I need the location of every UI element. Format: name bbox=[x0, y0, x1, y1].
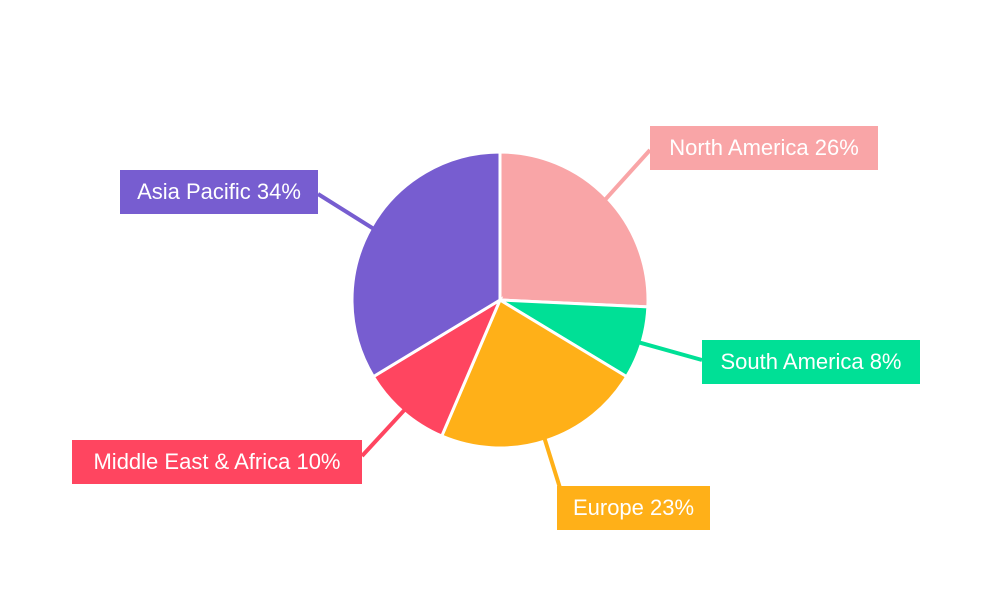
label-box bbox=[72, 440, 362, 484]
leader-line bbox=[639, 340, 703, 362]
label-box bbox=[557, 486, 710, 530]
leader-line bbox=[360, 408, 406, 458]
data-label: South America 8% bbox=[721, 349, 902, 374]
label-box bbox=[120, 170, 318, 214]
label-box bbox=[650, 126, 878, 170]
data-label: Asia Pacific 34% bbox=[137, 179, 301, 204]
leader-line bbox=[604, 148, 652, 201]
leader-line bbox=[316, 192, 374, 231]
leader-line bbox=[542, 438, 562, 489]
data-label: Europe 23% bbox=[573, 495, 694, 520]
data-label: North America 26% bbox=[669, 135, 859, 160]
label-box bbox=[702, 340, 920, 384]
data-label: Middle East & Africa 10% bbox=[93, 449, 340, 474]
